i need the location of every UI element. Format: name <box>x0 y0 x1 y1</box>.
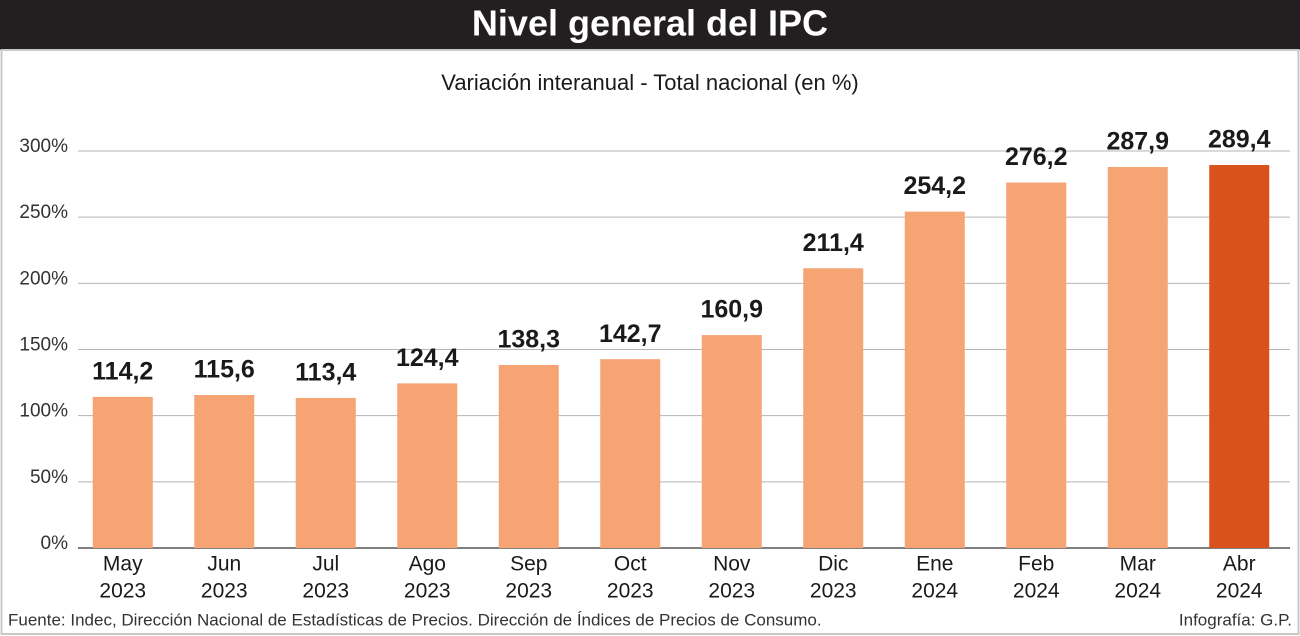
frame <box>0 49 1300 635</box>
y-tick-label: 300% <box>19 136 68 157</box>
y-tick-label: 0% <box>41 533 69 554</box>
y-tick-label: 150% <box>19 335 68 356</box>
x-tick-label: May <box>103 553 143 576</box>
x-tick-label: Ago <box>409 553 446 576</box>
y-tick-label: 200% <box>19 268 68 289</box>
source-note: Fuente: Indec, Dirección Nacional de Est… <box>8 610 822 629</box>
x-tick-label: 2023 <box>708 580 755 603</box>
bar <box>701 335 762 548</box>
x-tick-label: 2023 <box>99 580 146 603</box>
bar <box>498 364 559 548</box>
x-tick-label: Oct <box>614 553 647 576</box>
x-tick-label: Mar <box>1120 553 1156 576</box>
value-label: 254,2 <box>903 172 966 200</box>
x-tick-label: 2023 <box>201 580 248 603</box>
chart-title: Nivel general del IPC <box>472 3 828 44</box>
x-tick-label: Sep <box>510 553 547 576</box>
x-tick-label: 2023 <box>810 580 857 603</box>
bar <box>1006 182 1067 548</box>
x-tick-label: 2023 <box>302 580 349 603</box>
y-tick-label: 250% <box>19 202 68 223</box>
value-label: 287,9 <box>1106 128 1169 156</box>
bar <box>600 359 661 548</box>
bar <box>295 397 356 548</box>
value-label: 289,4 <box>1208 126 1271 154</box>
x-tick-label: Jul <box>312 553 339 576</box>
bar <box>1209 165 1270 548</box>
chart-subtitle: Variación interanual - Total nacional (e… <box>441 70 858 95</box>
x-tick-label: Dic <box>818 553 848 576</box>
value-label: 211,4 <box>803 229 864 257</box>
value-label: 115,6 <box>194 356 255 384</box>
y-tick-label: 100% <box>19 401 68 422</box>
x-tick-label: 2023 <box>404 580 451 603</box>
bar <box>194 395 255 548</box>
value-label: 142,7 <box>599 320 662 348</box>
value-label: 276,2 <box>1005 143 1068 171</box>
x-tick-label: 2024 <box>1216 580 1263 603</box>
bar <box>904 211 965 548</box>
x-tick-label: Feb <box>1018 553 1054 576</box>
title-bar <box>0 0 1300 50</box>
x-tick-label: 2024 <box>1013 580 1060 603</box>
value-label: 113,4 <box>295 359 356 387</box>
value-label: 124,4 <box>396 344 459 372</box>
x-tick-label: Jun <box>207 553 241 576</box>
value-label: 160,9 <box>700 296 763 324</box>
x-tick-label: 2023 <box>607 580 654 603</box>
bar <box>397 383 458 548</box>
x-tick-label: 2023 <box>505 580 552 603</box>
credit: Infografía: G.P. <box>1179 610 1292 629</box>
bar <box>803 268 864 548</box>
value-label: 114,2 <box>92 357 153 385</box>
x-tick-label: 2024 <box>911 580 958 603</box>
bar <box>92 396 153 548</box>
x-tick-label: Nov <box>713 553 751 576</box>
value-label: 138,3 <box>497 326 560 354</box>
x-tick-label: Abr <box>1223 553 1256 576</box>
y-tick-label: 50% <box>30 467 68 488</box>
bar <box>1107 167 1168 548</box>
x-tick-label: Ene <box>916 553 953 576</box>
x-tick-label: 2024 <box>1114 580 1161 603</box>
